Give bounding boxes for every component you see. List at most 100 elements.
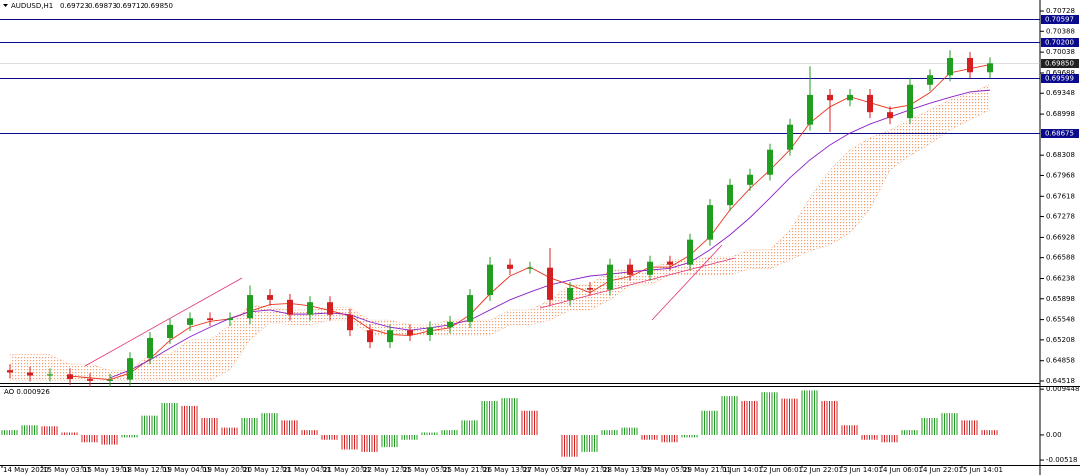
current-price-box: [1041, 59, 1079, 68]
y-tick-label: 0.70728: [1046, 7, 1075, 15]
x-tick-label: 2 Jun 06:01: [763, 466, 803, 474]
candle-body: [287, 299, 293, 315]
x-tick-label: 15 May 19:01: [83, 466, 131, 474]
x-tick-label: 5 Jun 14:01: [963, 466, 1003, 474]
symbol-title: AUDUSD,H1: [11, 2, 53, 10]
y-tick-label: 0.70038: [1046, 48, 1075, 56]
cloud-area: [10, 84, 990, 381]
y-tick-label: 0.67618: [1046, 192, 1075, 200]
x-tick-label: 21 May 20:01: [323, 466, 371, 474]
x-tick-label: 18 May 12:01: [123, 466, 171, 474]
candle-body: [427, 327, 433, 335]
level-label-box: [1041, 38, 1079, 47]
trendline: [651, 244, 723, 321]
candle-body: [467, 295, 473, 322]
candle-body: [327, 302, 333, 315]
x-tick-label: 19 May 20:01: [203, 466, 251, 474]
level-label-box: [1041, 15, 1079, 24]
candle-body: [507, 264, 513, 269]
x-tick-label: 27 May 05:01: [523, 466, 571, 474]
candle-body: [687, 239, 693, 265]
candle-body: [727, 184, 733, 206]
candle-body: [127, 358, 133, 380]
x-tick-label: 20 May 12:01: [243, 466, 291, 474]
candle-body: [27, 372, 33, 376]
candle-body: [767, 149, 773, 175]
candle-body: [227, 318, 233, 321]
candle-body: [647, 261, 653, 275]
y-tick-label: 0.70388: [1046, 27, 1075, 35]
y-tick-label: 0.68308: [1046, 151, 1075, 159]
candle-body: [147, 337, 153, 359]
candle-body: [987, 63, 993, 73]
x-tick-label: 26 May 13:01: [483, 466, 531, 474]
candle-body: [367, 330, 373, 343]
candle-body: [267, 295, 273, 300]
candle-body: [107, 379, 113, 381]
candle-body: [887, 112, 893, 119]
x-tick-label: 4 Jun 06:01: [883, 466, 923, 474]
current-price-label: 0.69850: [1045, 60, 1074, 68]
x-tick-label: 19 May 04:01: [163, 466, 211, 474]
candle-body: [187, 318, 193, 325]
x-tick-label: 22 May 12:01: [363, 466, 411, 474]
level-label-box: [1041, 129, 1079, 138]
x-tick-label: 25 May 05:01: [403, 466, 451, 474]
x-tick-label: 15 May 03:01: [43, 466, 91, 474]
level-label: 0.69599: [1045, 75, 1074, 83]
candle-body: [307, 302, 313, 315]
x-tick-label: 14 May 2020: [3, 466, 49, 474]
candle-body: [627, 264, 633, 275]
candle-body: [747, 174, 753, 185]
candle-body: [7, 370, 13, 373]
header-value: 0.69712: [116, 2, 145, 10]
y-tick-label: 0.65548: [1046, 316, 1075, 324]
x-tick-label: 27 May 21:01: [563, 466, 611, 474]
y-tick-label: 0.67278: [1046, 213, 1075, 221]
y-tick-label: 0.64518: [1046, 377, 1075, 385]
y-tick-label: 0.00: [1046, 431, 1062, 439]
x-tick-label: 1 Jun 14:01: [723, 466, 763, 474]
candle-body: [527, 267, 533, 269]
candle-body: [787, 124, 793, 150]
candle-body: [487, 264, 493, 296]
x-tick-label: 28 May 13:01: [603, 466, 651, 474]
x-tick-label: 21 May 04:01: [283, 466, 331, 474]
candle-body: [347, 314, 353, 331]
header-value: 0.69873: [88, 2, 117, 10]
y-tick-label: 0.66928: [1046, 233, 1075, 241]
y-tick-label: 0.66238: [1046, 275, 1075, 283]
x-tick-label: 3 Jun 14:01: [843, 466, 883, 474]
candle-body: [407, 330, 413, 335]
candle-body: [87, 379, 93, 381]
y-tick-label: 0.68998: [1046, 110, 1075, 118]
y-tick-label: 0.69688: [1046, 69, 1075, 77]
indicator-title: AO 0.000926: [4, 388, 50, 396]
candle-body: [207, 318, 213, 321]
y-tick-label: 0.69348: [1046, 89, 1075, 97]
y-tick-label: 0.66588: [1046, 254, 1075, 262]
ichimoku-cloud: [10, 84, 991, 381]
y-tick-label: 0.65208: [1046, 336, 1075, 344]
x-tick-label: 29 May 05:01: [643, 466, 691, 474]
candle-body: [847, 94, 853, 101]
candle-body: [547, 267, 553, 300]
candle-body: [947, 57, 953, 76]
x-tick-label: 25 May 21:01: [443, 466, 491, 474]
candle-body: [667, 261, 673, 265]
header-value: 0.69723: [60, 2, 89, 10]
x-tick-label: 29 May 21:01: [683, 466, 731, 474]
candle-body: [827, 94, 833, 101]
candle-body: [167, 324, 173, 338]
level-label: 0.70200: [1045, 39, 1074, 47]
candle-body: [387, 330, 393, 343]
level-label: 0.70597: [1045, 16, 1074, 24]
y-tick-label: 0.64858: [1046, 357, 1075, 365]
x-tick-label: 4 Jun 22:01: [923, 466, 963, 474]
menu-arrow[interactable]: [3, 4, 8, 7]
candle-body: [67, 374, 73, 380]
candle-body: [907, 84, 913, 119]
level-label-box: [1041, 74, 1079, 83]
